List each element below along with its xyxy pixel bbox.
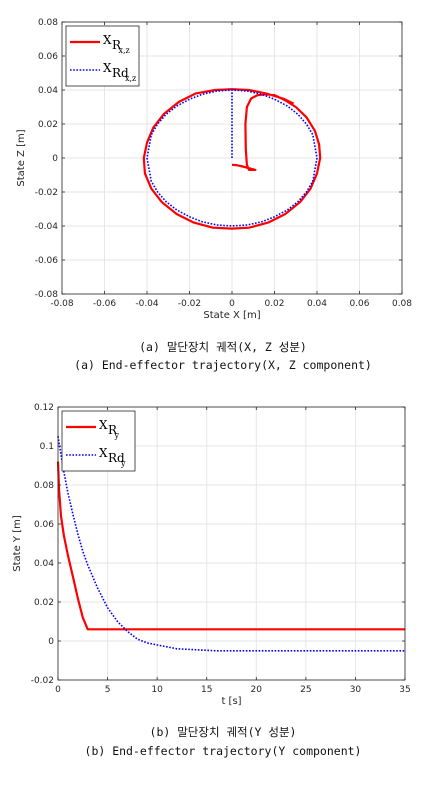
caption-a-korean: (a) 말단장치 궤적(X, Z 성분) <box>139 340 307 354</box>
legend-box <box>65 25 140 87</box>
y-tick-label: 0 <box>48 637 54 647</box>
x-tick-label: -0.04 <box>135 299 159 309</box>
x-tick-label: 35 <box>399 685 410 695</box>
y-tick-label: 0.02 <box>34 598 54 608</box>
y-tick-label: -0.08 <box>35 290 59 300</box>
y-tick-label: 0.06 <box>34 520 54 530</box>
legend-subscript-2: Rd <box>112 66 129 80</box>
y-tick-label: 0.12 <box>34 403 54 413</box>
legend-subscript-2: Rd <box>108 451 125 465</box>
y-tick-label: 0.08 <box>38 18 58 28</box>
caption-b-korean: (b) 말단장치 궤적(Y 성분) <box>149 725 297 739</box>
x-tick-label: -0.08 <box>50 299 74 309</box>
y-tick-label: 0.08 <box>34 481 54 491</box>
y-axis-label: State Y [m] <box>12 515 23 572</box>
x-tick-label: 20 <box>251 685 263 695</box>
y-tick-label: 0.04 <box>38 86 58 96</box>
x-tick-label: 0.08 <box>392 299 412 309</box>
x-axis-label: t [s] <box>221 696 241 707</box>
series-line-1 <box>56 461 405 631</box>
legend-sub-subscript-1: y <box>114 431 120 440</box>
x-tick-label: -0.02 <box>178 299 201 309</box>
series-line-2 <box>57 436 405 652</box>
legend-sub-subscript-1: x,z <box>119 46 130 55</box>
x-tick-label: 0.04 <box>307 299 327 309</box>
caption-b-english: (b) End-effector trajectory(Y component) <box>84 744 362 758</box>
series-line-1 <box>142 88 322 230</box>
y-tick-label: -0.04 <box>35 222 59 232</box>
x-tick-label: 10 <box>151 685 163 695</box>
caption-a-english: (a) End-effector trajectory(X, Z compone… <box>74 358 372 372</box>
y-tick-label: 0.1 <box>40 442 54 452</box>
legend-subscript-1: R <box>112 38 122 52</box>
y-tick-label: 0.02 <box>38 120 58 130</box>
legend-subscript-1: R <box>108 423 118 437</box>
y-tick-label: -0.02 <box>31 676 54 686</box>
y-tick-label: 0 <box>52 154 58 164</box>
y-tick-label: 0.06 <box>38 52 58 62</box>
y-tick-label: -0.06 <box>35 256 59 266</box>
legend-sub-subscript-2: y <box>120 459 126 468</box>
x-tick-label: 30 <box>350 685 362 695</box>
x-tick-label: 0.06 <box>349 299 369 309</box>
series-line-2 <box>146 89 318 227</box>
legend-label-1: X <box>99 418 108 432</box>
x-tick-label: 25 <box>300 685 311 695</box>
x-tick-label: 5 <box>105 685 111 695</box>
x-tick-label: 0.02 <box>264 299 284 309</box>
legend-label-2: X <box>99 446 108 460</box>
legend-box <box>61 410 136 472</box>
y-trajectory-chart: 0 5 10 15 20 25 30 35-0.0200.020.040.060.080.10… <box>12 403 411 707</box>
xz-trajectory-chart: -0.08 -0.06 -0.04 -0.02 0 0.02 0.04 0.06 0.08 -0.… <box>16 18 412 321</box>
x-tick-label: 0 <box>229 299 235 309</box>
legend-label-1: X <box>103 33 112 47</box>
x-tick-label: -0.06 <box>93 299 117 309</box>
y-tick-label: 0.04 <box>34 559 54 569</box>
legend-sub-subscript-2: x,z <box>125 74 136 83</box>
y-tick-label: -0.02 <box>35 188 58 198</box>
y-axis-label: State Z [m] <box>16 129 27 186</box>
axes-box <box>57 406 406 681</box>
x-tick-label: 0 <box>55 685 61 695</box>
x-tick-label: 15 <box>201 685 212 695</box>
legend-label-2: X <box>103 61 112 75</box>
x-axis-label: State X [m] <box>203 310 260 321</box>
